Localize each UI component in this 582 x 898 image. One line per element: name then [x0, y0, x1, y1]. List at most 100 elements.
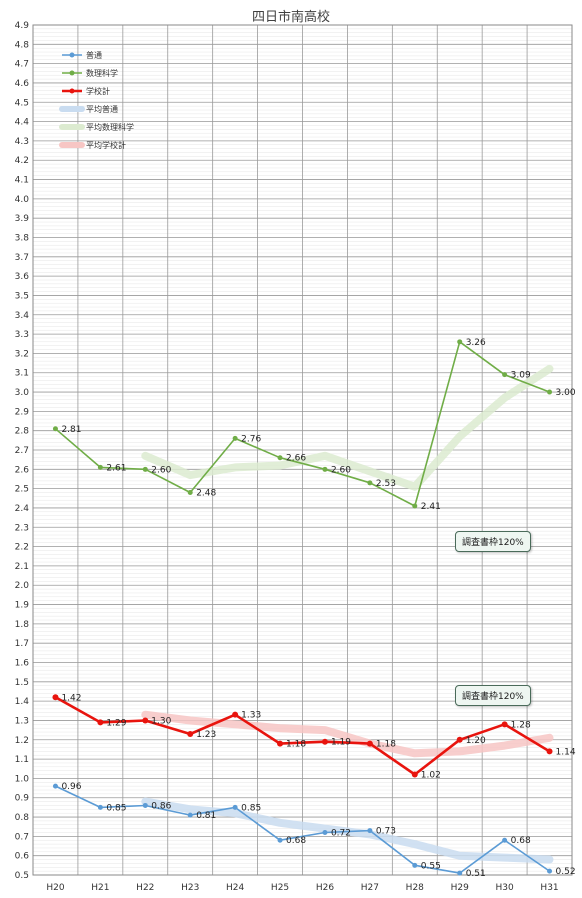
y-tick-label: 4.4	[15, 118, 30, 128]
y-tick-label: 1.7	[15, 639, 29, 649]
data-label: 0.81	[196, 811, 216, 821]
y-tick-label: 2.9	[15, 407, 30, 417]
y-tick-label: 3.1	[15, 369, 29, 379]
legend-label: 学校計	[86, 86, 110, 96]
data-point	[322, 466, 328, 472]
data-label: 2.76	[241, 434, 261, 444]
data-point	[547, 868, 553, 874]
legend-label: 普通	[86, 50, 102, 60]
data-point	[52, 426, 58, 432]
chart-title: 四日市南高校	[251, 10, 330, 25]
y-tick-label: 3.4	[15, 311, 30, 321]
y-tick-label: 2.2	[15, 543, 29, 553]
x-tick-label: H27	[361, 883, 379, 893]
y-tick-label: 1.8	[15, 620, 30, 630]
y-tick-label: 3.6	[15, 272, 30, 282]
data-label: 2.81	[61, 425, 81, 435]
x-tick-label: H20	[46, 883, 64, 893]
data-point	[411, 771, 418, 778]
data-label: 3.09	[511, 371, 531, 381]
data-point	[142, 717, 149, 724]
y-tick-label: 0.9	[15, 794, 30, 804]
y-tick-label: 1.2	[15, 736, 29, 746]
y-tick-label: 3.3	[15, 330, 29, 340]
plot-area-border	[32, 24, 573, 876]
series-line	[55, 785, 550, 874]
x-tick-label: H24	[226, 883, 244, 893]
data-point	[457, 339, 463, 345]
y-tick-label: 2.8	[15, 427, 30, 437]
data-point	[322, 830, 328, 835]
y-tick-label: 1.1	[15, 755, 29, 765]
data-point	[97, 464, 103, 470]
data-point	[547, 389, 553, 395]
y-tick-label: 4.2	[15, 156, 29, 166]
x-tick-label: H30	[496, 883, 514, 893]
data-label: 0.52	[556, 867, 576, 877]
y-tick-label: 4.9	[15, 21, 30, 31]
y-tick-label: 2.0	[15, 581, 30, 591]
y-tick-label: 1.5	[15, 678, 29, 688]
data-point	[97, 719, 104, 726]
data-point	[367, 828, 373, 834]
average-band-line	[141, 364, 554, 491]
data-label: 2.41	[421, 502, 441, 512]
y-tick-label: 1.0	[15, 774, 30, 784]
data-point	[366, 740, 373, 747]
annotation-callout-upper: 調査書枠120%	[455, 531, 531, 552]
legend-marker	[69, 70, 75, 76]
y-tick-label: 3.9	[15, 214, 30, 224]
y-tick-label: 3.7	[15, 253, 29, 263]
data-label: 0.85	[106, 803, 126, 813]
data-label: 2.60	[331, 465, 351, 475]
y-tick-label: 0.6	[15, 852, 30, 862]
y-tick-label: 2.5	[15, 485, 29, 495]
x-tick-label: H22	[136, 883, 154, 893]
y-tick-label: 4.8	[15, 40, 30, 50]
data-point	[97, 804, 103, 810]
y-tick-label: 0.8	[15, 813, 30, 823]
x-tick-label: H26	[316, 883, 334, 893]
y-tick-label: 2.3	[15, 523, 29, 533]
legend-label: 平均数理科学	[86, 122, 134, 132]
data-point	[412, 862, 418, 868]
data-point	[501, 721, 508, 728]
data-point	[232, 435, 238, 441]
y-tick-label: 4.3	[15, 137, 29, 147]
y-tick-label: 2.4	[15, 504, 30, 514]
data-point	[142, 802, 148, 808]
y-tick-label: 4.5	[15, 98, 29, 108]
y-tick-label: 2.1	[15, 562, 29, 572]
data-point	[52, 783, 58, 789]
data-label: 1.02	[421, 771, 441, 781]
y-tick-label: 1.3	[15, 716, 29, 726]
data-point	[502, 372, 508, 378]
data-point	[321, 738, 328, 745]
data-point	[502, 837, 508, 843]
data-point	[187, 730, 194, 737]
annotation-callout-lower: 調査書枠120%	[455, 685, 531, 706]
y-tick-label: 3.2	[15, 349, 29, 359]
data-label: 1.42	[61, 693, 81, 703]
y-tick-label: 3.0	[15, 388, 30, 398]
data-point	[277, 740, 284, 747]
legend-label: 平均普通	[86, 104, 118, 114]
x-tick-label: H29	[451, 883, 469, 893]
data-label: 1.18	[376, 740, 396, 750]
data-label: 1.28	[511, 720, 531, 730]
data-point	[412, 503, 418, 509]
data-label: 0.55	[421, 861, 441, 871]
data-label: 1.29	[106, 718, 126, 728]
data-point	[232, 711, 239, 718]
data-point	[277, 837, 283, 843]
data-label: 2.60	[151, 465, 171, 475]
data-label: 1.19	[331, 738, 351, 748]
y-tick-label: 4.6	[15, 79, 30, 89]
data-label: 0.96	[61, 782, 81, 792]
data-label: 3.00	[556, 388, 576, 398]
data-label: 0.72	[331, 829, 351, 839]
data-point	[142, 466, 148, 472]
y-tick-label: 4.1	[15, 176, 29, 186]
